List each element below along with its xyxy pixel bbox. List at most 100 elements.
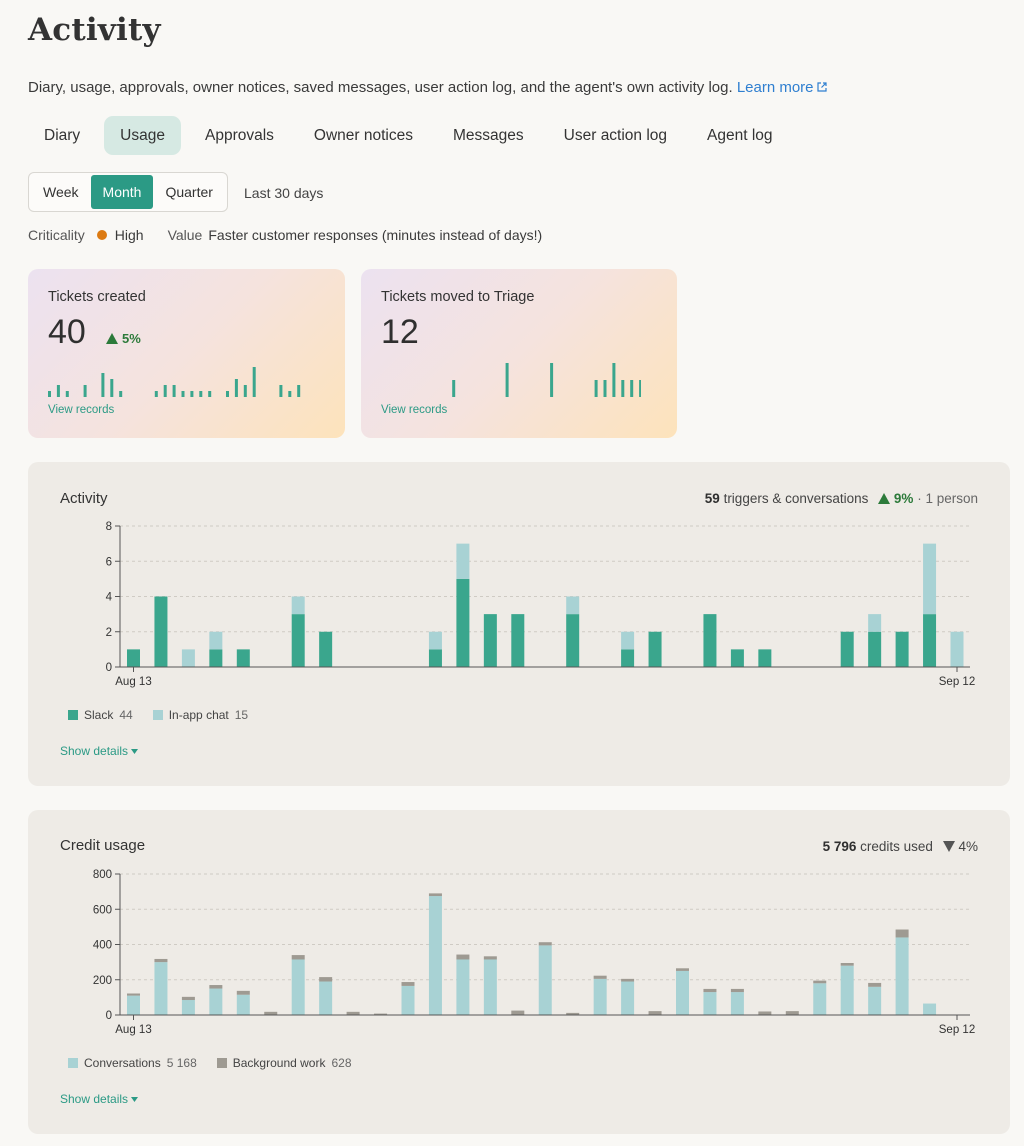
bar-slack [868, 631, 882, 667]
bar-slack [566, 614, 580, 667]
learn-more-label: Learn more [736, 79, 814, 96]
bar-conversations [236, 994, 250, 1015]
tickets-moved-sparkline [452, 363, 641, 397]
tab-owner-notices[interactable]: Owner notices [313, 127, 413, 144]
subtitle-text: Diary, usage, approvals, owner notices, … [28, 79, 733, 96]
bar-conversations [730, 992, 744, 1015]
bar-slack [621, 649, 635, 667]
spark-bar [612, 363, 616, 397]
activity-summary-label: triggers & conversations [723, 491, 869, 506]
tickets-created-card: Tickets created 40 5% View records [28, 269, 345, 438]
bar-conversations [923, 1003, 937, 1015]
legend-total: 44 [119, 708, 133, 722]
bar-background-work [813, 980, 827, 984]
legend-label: Conversations [84, 1056, 161, 1070]
bar-in-app-chat [456, 543, 470, 579]
period-week-button[interactable]: Week [43, 184, 79, 200]
show-details-label: Show details [60, 1092, 129, 1106]
bar-conversations [154, 962, 168, 1015]
bar-in-app-chat [428, 631, 442, 650]
spark-bar [208, 391, 212, 397]
learn-more-link[interactable]: Learn more [737, 79, 827, 96]
bar-background-work [758, 1011, 772, 1015]
tab-approvals[interactable]: Approvals [204, 127, 274, 144]
bar-conversations [813, 983, 827, 1015]
bar-slack [428, 649, 442, 667]
period-selector: Week Month Quarter [28, 172, 228, 212]
activity-panel-title: Activity [60, 490, 108, 507]
card-delta-value: 5% [122, 331, 141, 346]
bar-in-app-chat [621, 631, 635, 650]
triangle-up-icon [878, 493, 891, 504]
view-records-link[interactable]: View records [48, 404, 115, 416]
legend-swatch [68, 1058, 78, 1068]
bar-background-work [703, 988, 717, 993]
period-month-button[interactable]: Month [90, 175, 154, 209]
credit-legend: Conversations 5 168 Background work 628 [68, 1056, 372, 1070]
bar-conversations [181, 1000, 195, 1015]
bar-background-work [648, 1011, 662, 1015]
bar-background-work [346, 1011, 360, 1015]
tab-usage[interactable]: Usage [104, 116, 181, 155]
legend-item: Conversations 5 168 [68, 1056, 197, 1070]
y-tick-label: 200 [93, 975, 112, 987]
bar-conversations [401, 985, 415, 1015]
triangle-down-icon [942, 841, 955, 852]
credit-summary-label: credits used [860, 839, 933, 854]
spark-bar [226, 391, 229, 397]
view-records-link[interactable]: View records [381, 404, 448, 416]
bar-background-work [374, 1013, 388, 1015]
period-quarter-button[interactable]: Quarter [165, 184, 213, 200]
agent-meta: Criticality High Value Faster customer r… [28, 227, 542, 243]
y-tick-label: 400 [93, 940, 112, 952]
bar-background-work [401, 982, 415, 986]
bar-in-app-chat [868, 614, 882, 632]
bar-background-work [154, 958, 168, 963]
bar-background-work [785, 1011, 799, 1015]
legend-total: 15 [234, 708, 249, 722]
bar-slack [758, 649, 772, 667]
x-end-label: Sep 12 [939, 676, 975, 688]
bar-conversations [428, 896, 442, 1015]
bar-background-work [593, 975, 607, 979]
spark-bar [181, 391, 185, 397]
show-details-button[interactable]: Show details [60, 1092, 139, 1106]
bar-background-work [209, 985, 223, 989]
y-tick-label: 6 [106, 556, 112, 568]
legend-label: Background work [232, 1056, 326, 1070]
card-value: 12 [381, 313, 419, 351]
tab-agent-log[interactable]: Agent log [707, 127, 773, 144]
show-details-button[interactable]: Show details [60, 744, 139, 758]
bar-background-work [319, 977, 333, 982]
bar-background-work [236, 990, 250, 995]
bar-background-work [428, 893, 442, 897]
bar-slack [895, 631, 909, 667]
y-tick-label: 600 [93, 904, 112, 916]
tab-messages[interactable]: Messages [453, 127, 524, 144]
spark-bar [172, 385, 176, 397]
spark-bar [621, 380, 625, 397]
bar-conversations [593, 978, 607, 1015]
credit-summary-count: 5 796 [822, 839, 857, 854]
bar-slack [840, 631, 854, 667]
value-text: Faster customer responses (minutes inste… [208, 227, 543, 243]
bar-slack [483, 614, 497, 667]
activity-panel: Activity 59 triggers & conversations 9% … [28, 462, 1010, 786]
credit-summary-delta: 4% [958, 839, 978, 854]
tab-diary[interactable]: Diary [44, 127, 81, 144]
spark-bar [234, 379, 238, 397]
bar-conversations [676, 970, 689, 1015]
bar-slack [127, 649, 140, 667]
bar-slack [456, 578, 470, 667]
y-tick-label: 0 [106, 662, 112, 674]
bar-in-app-chat [566, 596, 580, 615]
tab-user-action-log[interactable]: User action log [563, 127, 668, 144]
bar-background-work [895, 929, 909, 938]
spark-bar [279, 385, 283, 397]
caret-down-icon [131, 1097, 139, 1102]
legend-total: 5 168 [166, 1056, 197, 1070]
bar-in-app-chat [291, 596, 305, 615]
bar-background-work [538, 942, 552, 946]
bar-background-work [264, 1011, 278, 1015]
caret-down-icon [131, 749, 139, 754]
